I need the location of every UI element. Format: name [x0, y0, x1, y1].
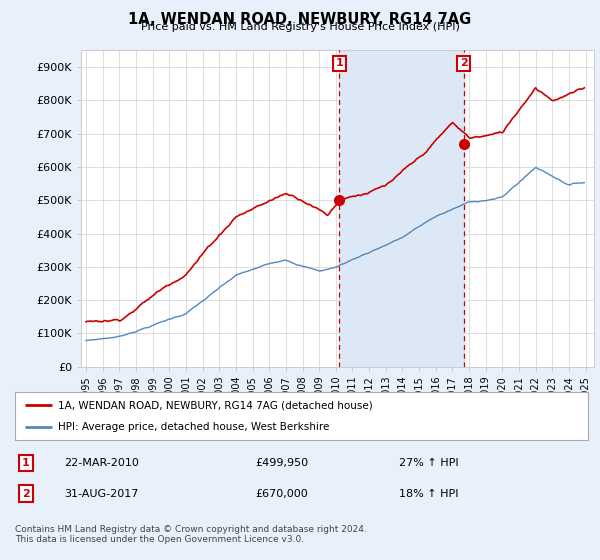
- Text: £670,000: £670,000: [256, 488, 308, 498]
- Text: 27% ↑ HPI: 27% ↑ HPI: [399, 458, 458, 468]
- Text: 1A, WENDAN ROAD, NEWBURY, RG14 7AG (detached house): 1A, WENDAN ROAD, NEWBURY, RG14 7AG (deta…: [58, 400, 373, 410]
- Text: HPI: Average price, detached house, West Berkshire: HPI: Average price, detached house, West…: [58, 422, 329, 432]
- Text: Price paid vs. HM Land Registry's House Price Index (HPI): Price paid vs. HM Land Registry's House …: [140, 22, 460, 32]
- Text: 31-AUG-2017: 31-AUG-2017: [64, 488, 138, 498]
- Text: 1: 1: [335, 58, 343, 68]
- Bar: [340, 50, 464, 367]
- Text: 18% ↑ HPI: 18% ↑ HPI: [399, 488, 458, 498]
- Text: 2: 2: [460, 58, 467, 68]
- Text: 1A, WENDAN ROAD, NEWBURY, RG14 7AG: 1A, WENDAN ROAD, NEWBURY, RG14 7AG: [128, 12, 472, 27]
- Text: 2: 2: [22, 488, 29, 498]
- Text: 22-MAR-2010: 22-MAR-2010: [64, 458, 139, 468]
- Text: 1: 1: [22, 458, 29, 468]
- Text: £499,950: £499,950: [256, 458, 309, 468]
- Text: Contains HM Land Registry data © Crown copyright and database right 2024.
This d: Contains HM Land Registry data © Crown c…: [15, 525, 367, 544]
